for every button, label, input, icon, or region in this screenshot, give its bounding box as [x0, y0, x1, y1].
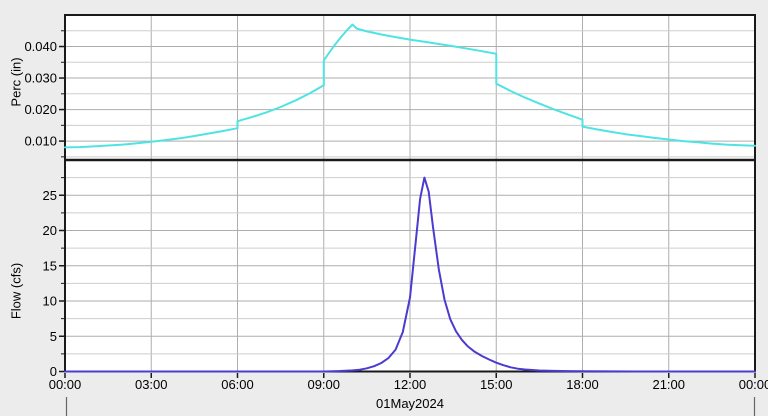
x-tick-label: 12:00 — [394, 377, 427, 392]
flow-tick-label: 25 — [43, 188, 57, 203]
perc-axis-title: Perc (in) — [8, 57, 24, 107]
x-tick-label: 00:00 — [49, 377, 82, 392]
perc-tick-label: 0.040 — [24, 39, 57, 54]
x-tick-label: 18:00 — [566, 377, 599, 392]
plot-frame — [64, 14, 756, 373]
flow-series-line — [64, 176, 756, 373]
perc-tick-label: 0.020 — [24, 102, 57, 117]
flow-axis-title: Flow (cfs) — [8, 262, 24, 320]
x-tick-label: 15:00 — [480, 377, 513, 392]
x-tick-label: 03:00 — [135, 377, 168, 392]
x-tick-label: 21:00 — [652, 377, 685, 392]
date-label: 01May2024 — [376, 396, 444, 411]
x-tick-label: 06:00 — [221, 377, 254, 392]
flow-tick-label: 20 — [43, 223, 57, 238]
x-tick-label: 00:00 — [739, 377, 768, 392]
perc-series-line — [64, 23, 756, 149]
perc-tick-label: 0.010 — [24, 134, 57, 149]
x-tick-label: 09:00 — [307, 377, 340, 392]
flow-tick-label: 15 — [43, 258, 57, 273]
flow-tick-label: 10 — [43, 294, 57, 309]
flow-tick-label: 0 — [50, 364, 57, 379]
flow-tick-label: 5 — [50, 329, 57, 344]
perc-tick-label: 0.030 — [24, 71, 57, 86]
